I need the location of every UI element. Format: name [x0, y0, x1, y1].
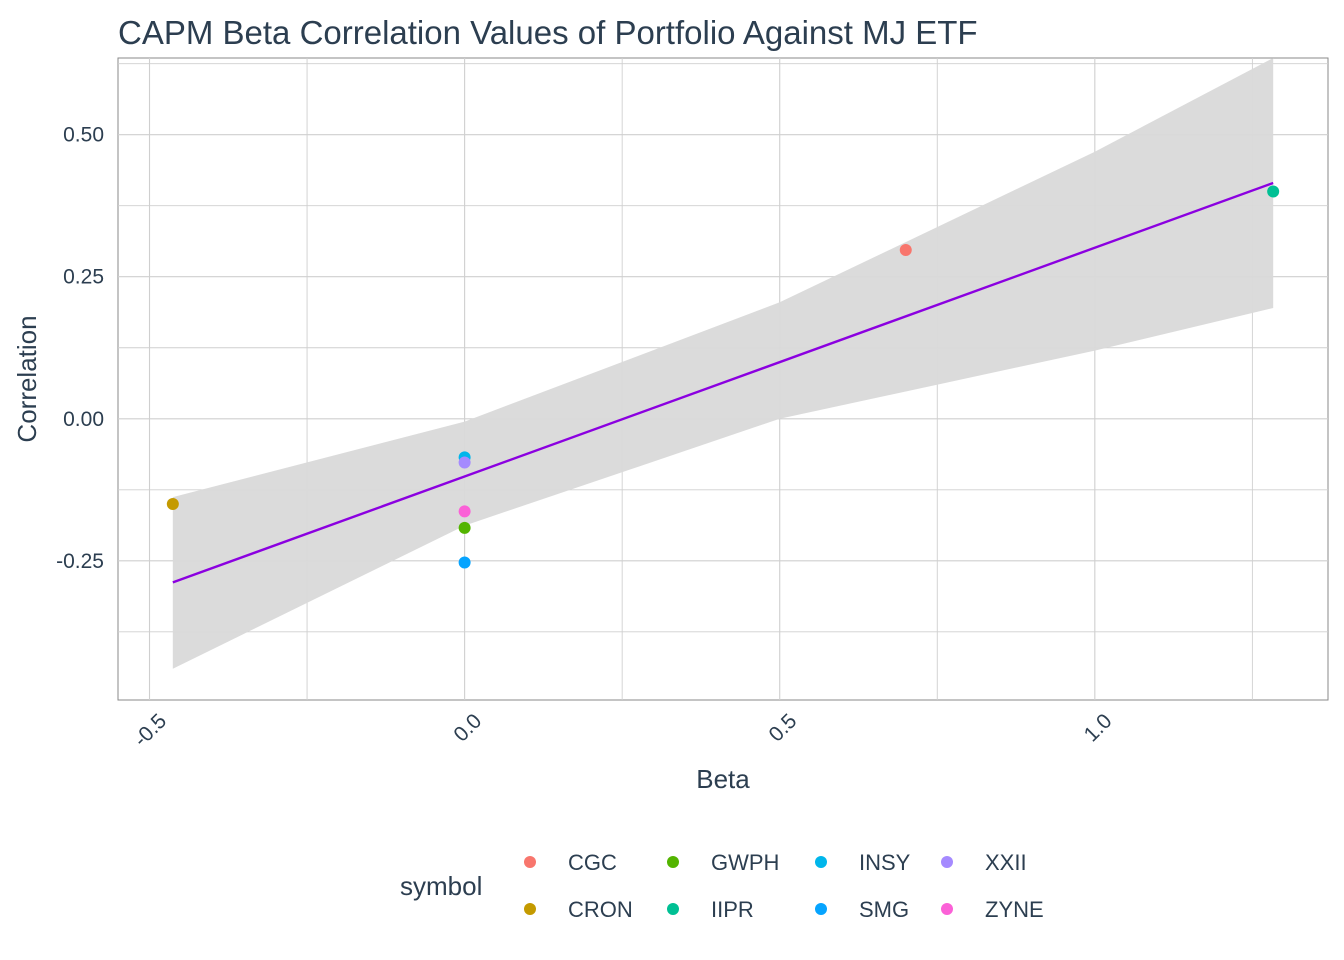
chart-title: CAPM Beta Correlation Values of Portfoli… — [118, 14, 978, 51]
legend-label-iipr: IIPR — [711, 897, 754, 922]
point-smg — [458, 556, 471, 569]
legend-key-smg — [815, 903, 827, 915]
legend-key-cron — [524, 903, 536, 915]
y-axis-title: Correlation — [12, 315, 42, 442]
legend-title: symbol — [400, 871, 482, 901]
confidence-band — [172, 58, 1274, 669]
x-tick-label: -0.5 — [129, 709, 171, 751]
legend-key-iipr — [667, 903, 679, 915]
legend-key-insy — [815, 856, 827, 868]
legend: symbol CGC CRON GWPH IIPR INSY SMG XXII ZYNE — [400, 850, 1044, 922]
legend-label-xxii: XXII — [985, 850, 1027, 875]
point-iipr — [1267, 185, 1280, 198]
legend-key-gwph — [667, 856, 679, 868]
x-axis-title: Beta — [696, 764, 750, 794]
legend-label-cgc: CGC — [568, 850, 617, 875]
x-tick-label: 1.0 — [1080, 709, 1117, 746]
point-gwph — [458, 521, 471, 534]
trend-line — [172, 181, 1274, 584]
x-tick-label: 0.0 — [449, 709, 486, 746]
y-tick-label: 0.25 — [63, 266, 104, 289]
legend-label-zyne: ZYNE — [985, 897, 1044, 922]
y-tick-label: -0.25 — [56, 550, 104, 573]
plot-panel — [117, 57, 1329, 701]
legend-label-cron: CRON — [568, 897, 633, 922]
legend-key-zyne — [941, 903, 953, 915]
trend-line-layer — [172, 181, 1274, 584]
legend-items: CGC CRON GWPH IIPR INSY SMG XXII ZYNE — [524, 850, 1044, 922]
legend-key-cgc — [524, 856, 536, 868]
point-zyne — [458, 505, 471, 518]
legend-key-xxii — [941, 856, 953, 868]
legend-label-smg: SMG — [859, 897, 909, 922]
point-cron — [166, 497, 179, 510]
legend-label-insy: INSY — [859, 850, 911, 875]
confidence-band-layer — [172, 58, 1274, 669]
point-xxii — [458, 456, 471, 469]
y-tick-label: 0.50 — [63, 124, 104, 147]
y-tick-label: 0.00 — [63, 408, 104, 431]
data-points — [166, 185, 1280, 569]
x-tick-label: 0.5 — [765, 709, 802, 746]
point-cgc — [899, 244, 912, 257]
legend-label-gwph: GWPH — [711, 850, 779, 875]
